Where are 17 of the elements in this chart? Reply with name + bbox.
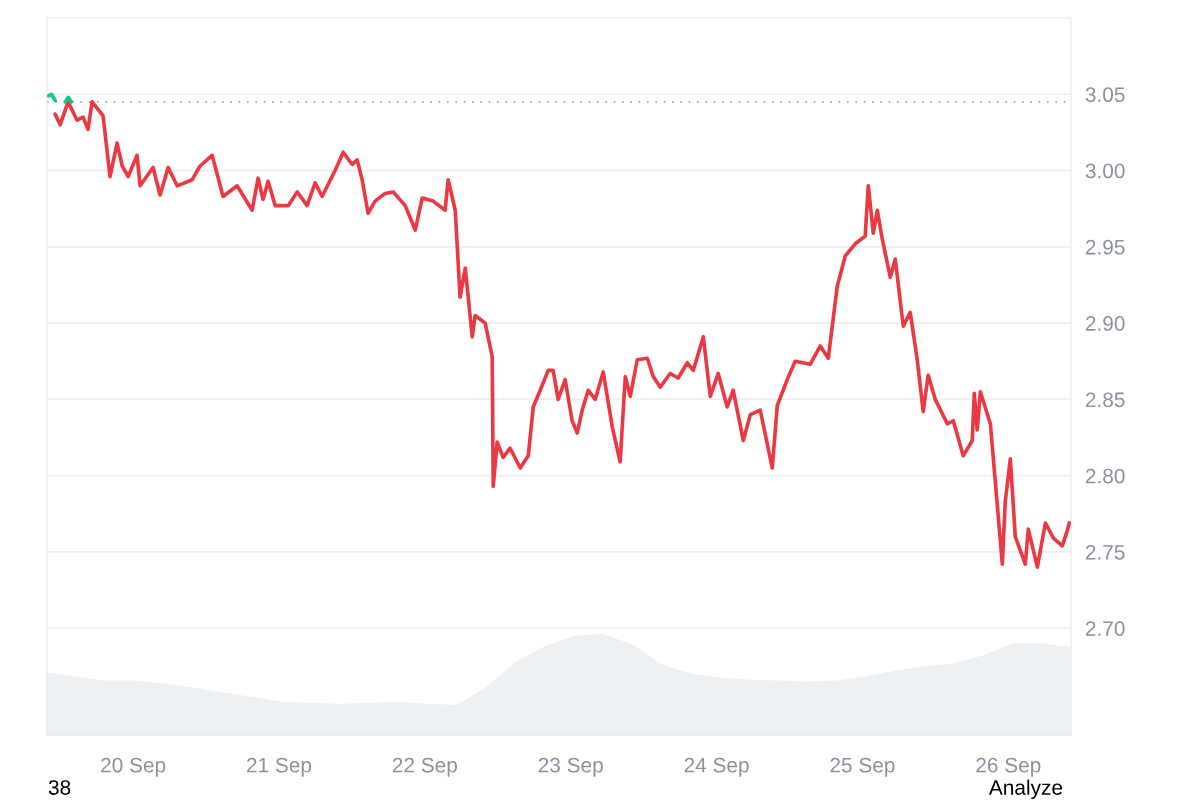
text: 38 [48, 780, 71, 795]
x-tick-label: 25 Sep [830, 757, 895, 777]
y-tick-label: 2.75 [1085, 544, 1125, 560]
y-tick-label: 2.70 [1085, 621, 1125, 636]
x-tick-label: 23 Sep [538, 757, 603, 777]
x-tick-label: 22 Sep [392, 757, 457, 777]
x-tick-label: 24 Sep [684, 757, 749, 777]
y-tick-label: 2.95 [1085, 239, 1125, 255]
text: Analyze [988, 779, 1063, 799]
y-tick-label: 2.85 [1085, 392, 1125, 408]
y-tick-label: 2.90 [1085, 316, 1125, 331]
x-tick-label: 20 Sep [101, 757, 166, 777]
y-tick-label: 3.00 [1085, 163, 1125, 179]
x-tick-label: 21 Sep [247, 757, 312, 777]
y-tick-label: 3.05 [1085, 87, 1125, 103]
y-tick-label: 2.80 [1085, 468, 1125, 484]
x-tick-label: 26 Sep [976, 757, 1041, 777]
